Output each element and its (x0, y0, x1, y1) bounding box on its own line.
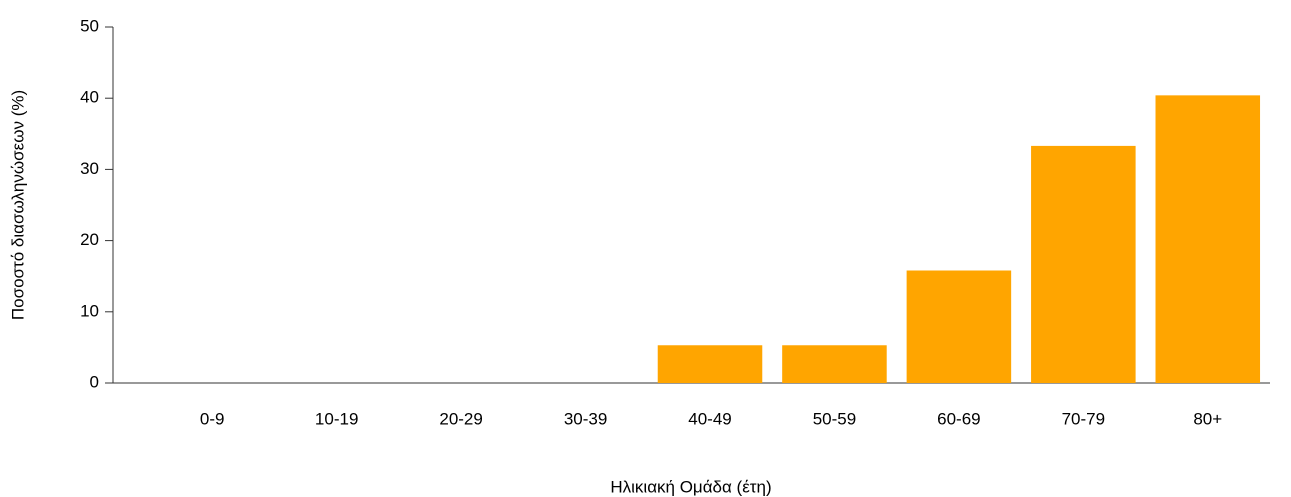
x-axis-title: Ηλικιακή Ομάδα (έτη) (610, 477, 771, 496)
y-tick-label: 10 (80, 301, 99, 320)
y-tick-label: 30 (80, 159, 99, 178)
x-tick-label: 50-59 (813, 409, 856, 428)
bar (906, 270, 1012, 383)
y-tick-label: 50 (80, 16, 99, 35)
y-axis-title: Ποσοστό διασωληνώσεων (%) (8, 90, 27, 320)
bar (657, 345, 763, 383)
bar (1031, 145, 1136, 383)
bar (782, 345, 887, 383)
bar (1155, 95, 1261, 384)
x-tick-label: 40-49 (688, 409, 731, 428)
x-tick-label: 30-39 (564, 409, 607, 428)
y-tick-label: 40 (80, 88, 99, 107)
x-tick-label: 80+ (1193, 409, 1222, 428)
x-tick-label: 0-9 (200, 409, 225, 428)
x-tick-label: 10-19 (315, 409, 358, 428)
x-tick-label: 20-29 (439, 409, 482, 428)
x-tick-label: 70-79 (1062, 409, 1105, 428)
y-tick-label: 20 (80, 230, 99, 249)
y-tick-label: 0 (90, 372, 99, 391)
x-tick-label: 60-69 (937, 409, 980, 428)
